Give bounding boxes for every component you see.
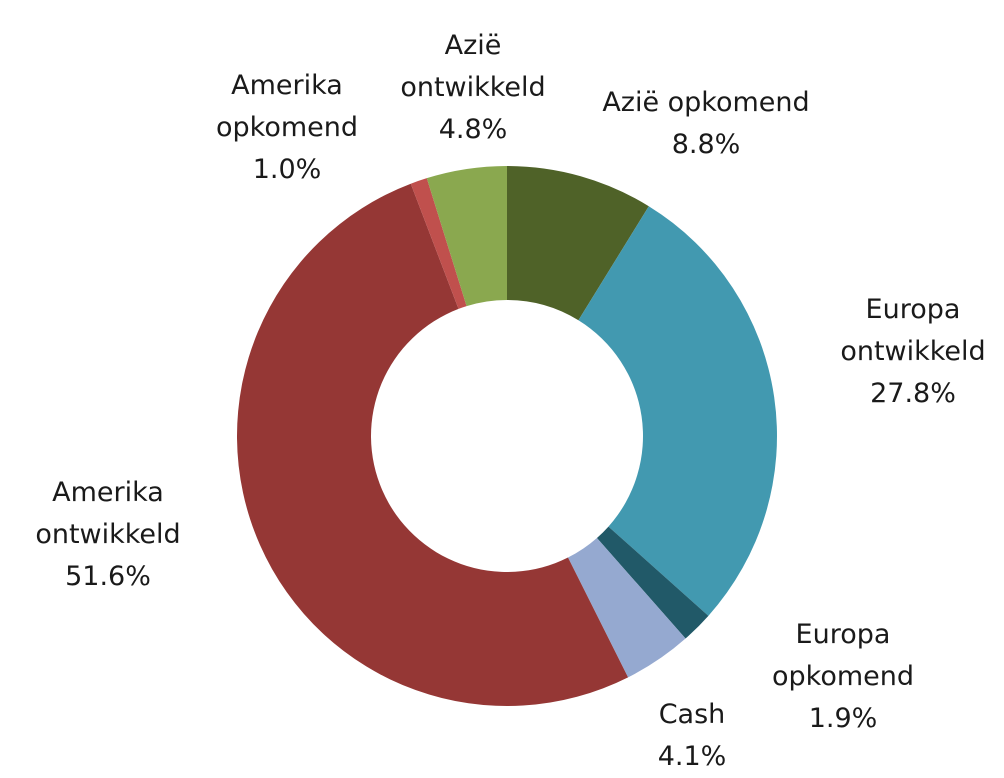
donut-slice (567, 538, 686, 678)
donut-slice (236, 183, 629, 707)
value-label: 8.8% (671, 129, 741, 160)
donut-slice (426, 166, 507, 307)
donut-slice (596, 526, 709, 639)
donut-slice (578, 206, 777, 616)
category-name: Azië opkomend (602, 87, 810, 118)
category-name: Europa ontwikkeld (840, 294, 986, 367)
category-name: Europa opkomend (771, 619, 914, 692)
category-name: Amerika ontwikkeld (35, 477, 181, 550)
slice-label: Azië ontwikkeld 4.8% (383, 25, 563, 151)
value-label: 1.0% (252, 154, 322, 185)
slice-label: Amerika opkomend 1.0% (197, 65, 377, 191)
slice-label: Cash 4.1% (602, 694, 782, 778)
category-name: Azië ontwikkeld (400, 30, 546, 103)
category-name: Cash (658, 699, 726, 730)
value-label: 4.1% (657, 741, 727, 772)
donut-slice (507, 166, 649, 321)
category-name: Amerika opkomend (215, 70, 358, 143)
value-label: 4.8% (438, 114, 508, 145)
slice-label: Amerika ontwikkeld 51.6% (8, 472, 208, 598)
value-label: 27.8% (870, 378, 956, 409)
slice-label: Azië opkomend 8.8% (546, 82, 866, 166)
value-label: 1.9% (808, 703, 878, 734)
slice-label: Europa opkomend 1.9% (753, 614, 933, 740)
donut-slice (410, 178, 467, 309)
slice-label: Europa ontwikkeld 27.8% (823, 289, 1003, 415)
value-label: 51.6% (65, 561, 151, 592)
